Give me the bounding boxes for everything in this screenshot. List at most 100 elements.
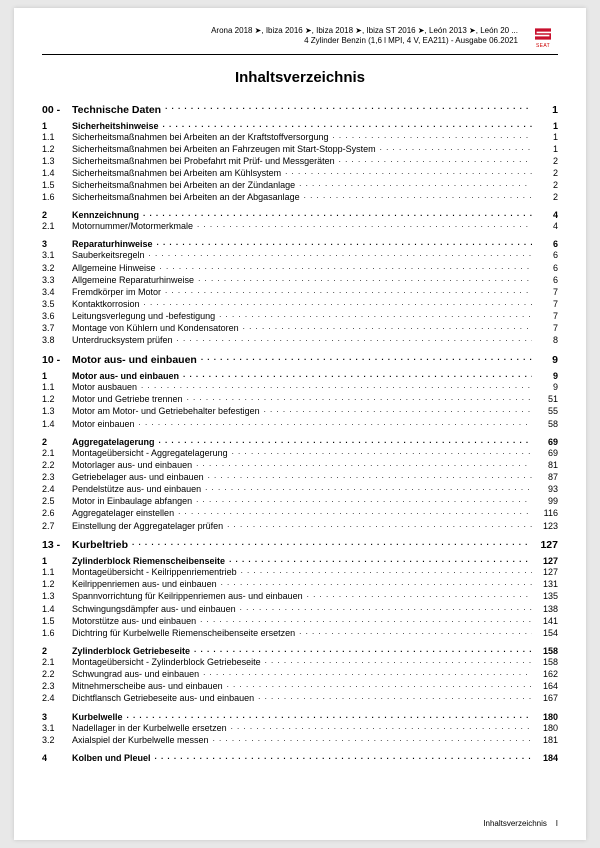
toc-entry-num: 2.4: [42, 692, 72, 704]
toc-entry-label: Einstellung der Aggregatelager prüfen: [72, 520, 223, 532]
leader-dots: [219, 310, 532, 319]
toc-section-title: Kurbeltrieb: [72, 539, 128, 551]
toc-entry-label: Montageübersicht - Zylinderblock Getrieb…: [72, 656, 261, 668]
toc-subhead: 1 Sicherheitshinweise 1: [42, 120, 558, 131]
leader-dots: [227, 520, 532, 529]
toc-subhead-num: 3: [42, 239, 72, 249]
toc-subhead: 1 Zylinderblock Riemenscheibenseite 127: [42, 555, 558, 566]
toc-entry: 1.4 Schwingungsdämpfer aus- und einbauen…: [42, 603, 558, 615]
toc-entry-num: 2.3: [42, 680, 72, 692]
leader-dots: [307, 590, 532, 599]
toc-entry-page: 2: [536, 191, 558, 203]
toc-entry-label: Unterdrucksystem prüfen: [72, 334, 173, 346]
toc-entry-num: 3.5: [42, 298, 72, 310]
toc-subhead-num: 3: [42, 712, 72, 722]
toc-entry-label: Fremdkörper im Motor: [72, 286, 161, 298]
toc-subhead: 4 Kolben und Pleuel 184: [42, 752, 558, 763]
toc-subhead-page: 69: [536, 437, 558, 447]
toc-entry-num: 1.4: [42, 603, 72, 615]
toc-subhead: 2 Kennzeichnung 4: [42, 209, 558, 220]
toc-entry: 2.2 Motorlager aus- und einbauen 81: [42, 459, 558, 471]
toc-subhead: 2 Zylinderblock Getriebeseite 158: [42, 645, 558, 656]
toc-entry-label: Motornummer/Motormerkmale: [72, 220, 193, 232]
page-header: Arona 2018 ➤, Ibiza 2016 ➤, Ibiza 2018 ➤…: [42, 26, 558, 50]
toc-section: 10 - Motor aus- und einbauen 9: [42, 353, 558, 367]
toc-entry-num: 1.2: [42, 143, 72, 155]
toc-entry-num: 1.5: [42, 179, 72, 191]
leader-dots: [159, 436, 532, 445]
leader-dots: [132, 538, 532, 549]
toc-section-page: 1: [536, 104, 558, 116]
toc-entry-label: Motor ausbauen: [72, 381, 137, 393]
toc-subhead-label: Zylinderblock Getriebeseite: [72, 646, 190, 656]
leader-dots: [229, 555, 532, 564]
toc-entry: 1.2 Keilrippenriemen aus- und einbauen 1…: [42, 578, 558, 590]
toc-section-page: 9: [536, 354, 558, 366]
leader-dots: [160, 262, 532, 271]
leader-dots: [157, 238, 532, 247]
toc-entry: 1.5 Sicherheitsmaßnahmen bei Arbeiten an…: [42, 179, 558, 191]
toc-entry: 3.4 Fremdkörper im Motor 7: [42, 286, 558, 298]
brand-logo: SEAT: [528, 26, 558, 50]
toc-subhead-label: Kolben und Pleuel: [72, 753, 151, 763]
toc-entry-page: 154: [536, 627, 558, 639]
toc-entry-num: 2.2: [42, 668, 72, 680]
leader-dots: [285, 167, 532, 176]
toc-entry-num: 1.1: [42, 566, 72, 578]
toc-entry: 3.1 Nadellager in der Kurbelwelle ersetz…: [42, 722, 558, 734]
toc-entry-page: 6: [536, 262, 558, 274]
toc-subhead-label: Aggregatelagerung: [72, 437, 155, 447]
toc-entry-num: 3.2: [42, 734, 72, 746]
leader-dots: [196, 459, 532, 468]
toc-entry-page: 180: [536, 722, 558, 734]
toc-entry-num: 1.1: [42, 381, 72, 393]
leader-dots: [264, 405, 532, 414]
leader-dots: [332, 131, 532, 140]
toc-entry-page: 99: [536, 495, 558, 507]
toc-group: 1 Zylinderblock Riemenscheibenseite 127 …: [42, 555, 558, 639]
toc-subhead-label: Reparaturhinweise: [72, 239, 153, 249]
toc-subhead-label: Kennzeichnung: [72, 210, 139, 220]
leader-dots: [194, 645, 532, 654]
toc-entry: 3.7 Montage von Kühlern und Kondensatore…: [42, 322, 558, 334]
leader-dots: [208, 471, 532, 480]
toc-entry-label: Schwungrad aus- und einbauen: [72, 668, 199, 680]
toc-entry-label: Sicherheitsmaßnahmen bei Arbeiten an Fah…: [72, 143, 376, 155]
toc-subhead-label: Motor aus- und einbauen: [72, 371, 179, 381]
toc-entry-label: Axialspiel der Kurbelwelle messen: [72, 734, 209, 746]
toc-subhead-page: 1: [536, 121, 558, 131]
toc-entry-page: 4: [536, 220, 558, 232]
leader-dots: [203, 668, 532, 677]
toc-entry-page: 1: [536, 131, 558, 143]
toc-entry-label: Allgemeine Hinweise: [72, 262, 156, 274]
toc-subhead-label: Kurbelwelle: [72, 712, 123, 722]
toc-entry-page: 167: [536, 692, 558, 704]
toc-entry-page: 8: [536, 334, 558, 346]
toc-entry-num: 3.3: [42, 274, 72, 286]
toc-entry: 1.4 Motor einbauen 58: [42, 418, 558, 430]
toc-entry-label: Sicherheitsmaßnahmen bei Probefahrt mit …: [72, 155, 335, 167]
toc-entry: 2.1 Motornummer/Motormerkmale 4: [42, 220, 558, 232]
toc-entry-page: 9: [536, 381, 558, 393]
toc-entry: 3.3 Allgemeine Reparaturhinweise 6: [42, 274, 558, 286]
toc-subhead-label: Sicherheitshinweise: [72, 121, 159, 131]
toc-section-page: 127: [536, 539, 558, 551]
leader-dots: [165, 286, 532, 295]
toc-entry-num: 1.3: [42, 155, 72, 167]
toc-entry-page: 158: [536, 656, 558, 668]
leader-dots: [200, 615, 532, 624]
toc-entry-label: Sicherheitsmaßnahmen bei Arbeiten an der…: [72, 179, 295, 191]
toc-entry-page: 127: [536, 566, 558, 578]
toc-entry-label: Mitnehmerscheibe aus- und einbauen: [72, 680, 223, 692]
toc-subhead-page: 9: [536, 371, 558, 381]
toc-subhead-page: 4: [536, 210, 558, 220]
toc-subhead-page: 180: [536, 712, 558, 722]
toc-entry-page: 69: [536, 447, 558, 459]
toc-entry-num: 1.3: [42, 590, 72, 602]
toc-entry-page: 6: [536, 274, 558, 286]
toc-subhead-num: 2: [42, 646, 72, 656]
toc-entry-num: 2.1: [42, 220, 72, 232]
footer-page: I: [556, 819, 558, 828]
toc-entry-num: 2.4: [42, 483, 72, 495]
leader-dots: [197, 220, 532, 229]
